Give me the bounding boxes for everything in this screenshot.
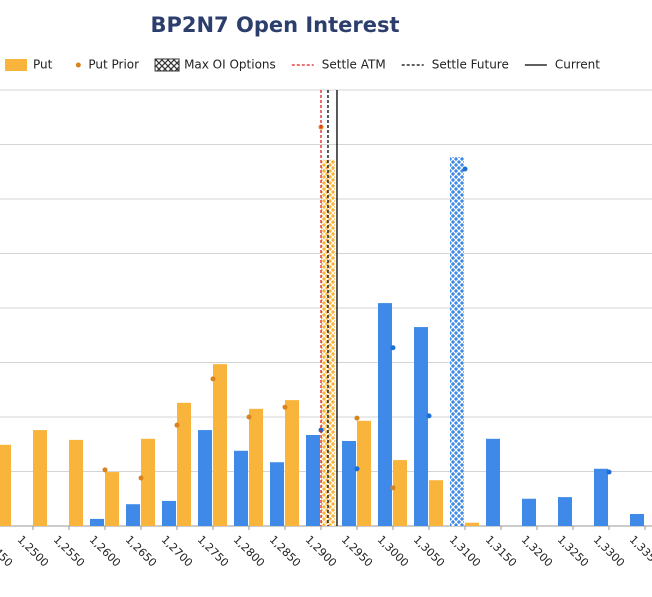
x-tick-label: 1,3200	[519, 533, 555, 569]
x-tick-label: 1,3150	[483, 533, 519, 569]
legend-label: Settle ATM	[322, 58, 386, 72]
bar	[162, 500, 176, 526]
x-tick-label: 1,2500	[15, 533, 51, 569]
legend-label: Current	[555, 58, 600, 72]
bar	[33, 430, 47, 526]
bar	[594, 468, 608, 526]
dot	[138, 475, 144, 481]
dot	[354, 466, 360, 472]
bar	[0, 444, 11, 526]
x-tick-label: 1,2750	[195, 533, 231, 569]
bar	[285, 400, 299, 526]
x-tick-label: 1,2800	[231, 533, 267, 569]
bar	[213, 364, 227, 526]
bar	[234, 450, 248, 526]
dot	[174, 422, 180, 428]
dot	[210, 376, 216, 382]
bar	[249, 408, 263, 526]
bar	[558, 497, 572, 526]
x-tick-label: 1,2450	[0, 533, 15, 569]
dot	[246, 414, 252, 420]
bar	[306, 434, 320, 526]
x-tick-label: 1,2950	[339, 533, 375, 569]
bar	[522, 498, 536, 526]
x-tick-label: 1,2550	[51, 533, 87, 569]
bar	[69, 439, 83, 526]
x-tick-label: 1,2700	[159, 533, 195, 569]
bar	[429, 480, 443, 526]
legend-label: Put	[33, 58, 53, 72]
bar	[414, 327, 428, 526]
x-tick-label: 1,3350	[627, 533, 652, 569]
x-tick-label: 1,2600	[87, 533, 123, 569]
dot	[426, 413, 432, 419]
x-tick-label: 1,3100	[447, 533, 483, 569]
dot	[282, 404, 288, 410]
dot	[462, 166, 468, 172]
bar	[126, 504, 140, 526]
x-tick-label: 1,3050	[411, 533, 447, 569]
bar	[486, 438, 500, 526]
legend-swatch	[5, 59, 27, 71]
bar	[270, 462, 284, 526]
dot	[354, 415, 360, 421]
x-tick-label: 1,3300	[591, 533, 627, 569]
legend-label: Settle Future	[432, 58, 509, 72]
legend-label: Max OI Options	[184, 58, 276, 72]
x-tick-label: 1,2850	[267, 533, 303, 569]
x-tick-label: 1,3250	[555, 533, 591, 569]
dot	[606, 469, 612, 475]
legend-swatch	[154, 58, 180, 72]
bar	[378, 303, 392, 526]
bar	[177, 402, 191, 526]
bar	[357, 420, 371, 526]
bar	[105, 472, 119, 526]
x-tick-label: 1,3000	[375, 533, 411, 569]
bar	[141, 438, 155, 526]
bar	[630, 514, 644, 526]
x-tick-label: 1,2900	[303, 533, 339, 569]
legend-swatch	[75, 62, 81, 68]
bar	[393, 460, 407, 526]
bar	[90, 518, 104, 526]
bar	[342, 440, 356, 526]
bar	[450, 157, 464, 526]
dot	[102, 467, 108, 473]
bar	[465, 522, 479, 526]
bar	[198, 430, 212, 526]
x-tick-label: 1,2650	[123, 533, 159, 569]
chart-title: BP2N7 Open Interest	[150, 13, 399, 37]
legend-label: Put Prior	[88, 58, 139, 72]
dot	[390, 345, 396, 351]
dot	[390, 485, 396, 491]
